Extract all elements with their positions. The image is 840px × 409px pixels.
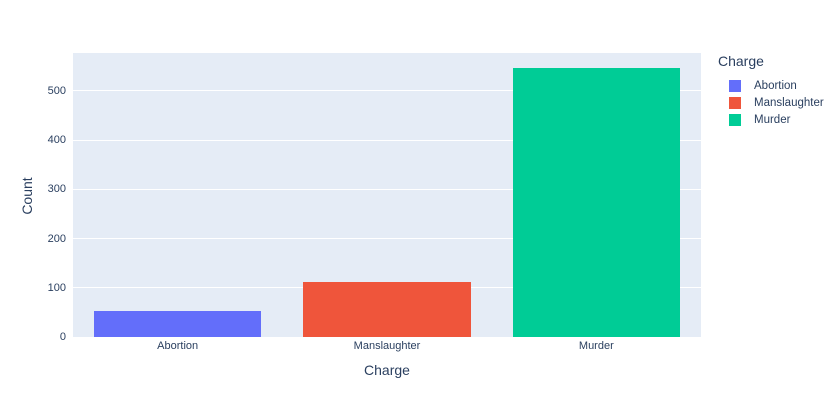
legend-title: Charge bbox=[718, 53, 764, 69]
gridline-y-400 bbox=[73, 139, 701, 141]
legend-swatch-murder bbox=[729, 113, 741, 126]
y-tick-label-400: 400 bbox=[47, 134, 66, 147]
y-tick-label-0: 0 bbox=[59, 331, 66, 343]
legend-items: Abortion Manslaughter Murder bbox=[718, 77, 824, 128]
bar-murder[interactable] bbox=[512, 67, 681, 337]
legend-item-murder[interactable]: Murder bbox=[718, 111, 824, 128]
x-tick-label-murder: Murder bbox=[578, 340, 614, 352]
gridline-y-500 bbox=[73, 90, 701, 92]
bar-manslaughter[interactable] bbox=[303, 281, 471, 337]
legend-swatch-abortion bbox=[729, 79, 741, 92]
bar-abortion[interactable] bbox=[93, 310, 262, 337]
gridline-y-0 bbox=[73, 336, 701, 338]
legend-item-label: Manslaughter bbox=[754, 96, 824, 109]
x-tick-label-manslaughter: Manslaughter bbox=[353, 340, 421, 352]
y-tick-label-200: 200 bbox=[47, 232, 66, 245]
y-tick-label-500: 500 bbox=[47, 84, 66, 97]
x-axis-title: Charge bbox=[364, 362, 410, 378]
legend-item-abortion[interactable]: Abortion bbox=[718, 77, 824, 94]
x-tick-label-abortion: Abortion bbox=[157, 340, 199, 352]
plot-area[interactable] bbox=[73, 53, 701, 338]
legend-item-label: Abortion bbox=[754, 79, 797, 92]
legend: Charge Abortion Manslaughter Murder bbox=[718, 53, 824, 128]
gridline-y-300 bbox=[73, 188, 701, 190]
y-tick-label-100: 100 bbox=[47, 281, 66, 294]
legend-item-manslaughter[interactable]: Manslaughter bbox=[718, 94, 824, 111]
y-tick-label-300: 300 bbox=[47, 183, 66, 196]
legend-swatch-manslaughter bbox=[729, 96, 741, 109]
gridline-y-200 bbox=[73, 238, 701, 240]
legend-item-label: Murder bbox=[754, 113, 791, 126]
